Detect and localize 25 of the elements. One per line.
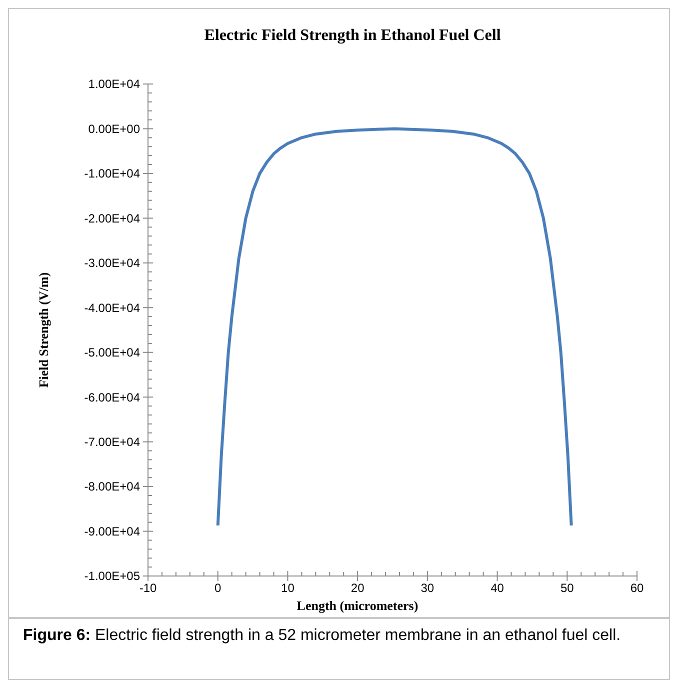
x-tick-label: 20 xyxy=(350,581,365,595)
x-tick-label: 50 xyxy=(560,581,574,595)
y-axis-title: Field Strength (V/m) xyxy=(36,272,51,388)
y-tick-label: -8.00E+04 xyxy=(84,480,140,494)
x-axis-title: Length (micrometers) xyxy=(296,598,418,613)
y-tick-label: -3.00E+04 xyxy=(84,256,140,270)
chart-title: Electric Field Strength in Ethanol Fuel Cell xyxy=(204,27,502,44)
x-tick-label: 60 xyxy=(630,581,644,595)
line-series xyxy=(216,127,573,527)
y-tick-label: -7.00E+04 xyxy=(84,435,140,450)
caption: Figure 6: Electric field strength in a 52 micrometer membrane in an ethanol fuel cell. xyxy=(8,618,670,680)
y-tick-label: 0.00E+00 xyxy=(88,122,140,136)
y-tick-label: -2.00E+04 xyxy=(84,211,140,226)
y-tick-label: 1.00E+04 xyxy=(88,77,140,92)
x-tick-label: 10 xyxy=(281,581,295,595)
y-tick-label: -5.00E+04 xyxy=(84,346,140,360)
y-tick-label: -9.00E+04 xyxy=(84,524,140,538)
x-tick-label: 30 xyxy=(420,581,434,595)
y-tick-label: -1.00E+05 xyxy=(84,569,140,584)
y-tick-label: -4.00E+04 xyxy=(84,300,140,315)
y-tick-label: -6.00E+04 xyxy=(84,390,140,404)
x-tick-label: 40 xyxy=(490,581,504,595)
y-tick-label: -1.00E+04 xyxy=(84,166,140,181)
x-tick-label: -10 xyxy=(139,581,157,595)
x-tick-label: 0 xyxy=(214,581,222,595)
